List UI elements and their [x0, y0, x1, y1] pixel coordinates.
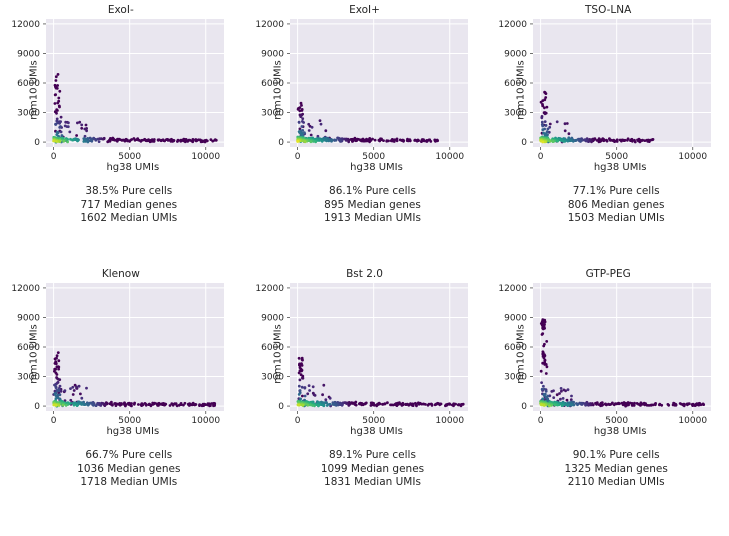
- caption-median-umis: 1831 Median UMIs: [321, 476, 424, 490]
- panel-title: ExoI-: [108, 4, 134, 16]
- plot-area: mm10 UMIs0500010000030006000900012000: [6, 281, 236, 427]
- svg-text:5000: 5000: [606, 152, 629, 162]
- x-axis-label: hg38 UMIs: [350, 426, 403, 437]
- svg-text:10000: 10000: [191, 416, 220, 426]
- scatter-plot: 0500010000030006000900012000: [493, 281, 715, 427]
- svg-text:9000: 9000: [504, 49, 527, 59]
- panel-caption: 89.1% Pure cells1099 Median genes1831 Me…: [321, 449, 424, 490]
- svg-text:0: 0: [294, 416, 300, 426]
- panel-caption: 86.1% Pure cells895 Median genes1913 Med…: [324, 185, 421, 226]
- svg-text:0: 0: [522, 138, 528, 148]
- panel-title: Bst 2.0: [346, 268, 383, 280]
- svg-text:9000: 9000: [17, 49, 40, 59]
- panel-caption: 66.7% Pure cells1036 Median genes1718 Me…: [77, 449, 180, 490]
- svg-text:0: 0: [51, 416, 57, 426]
- svg-text:5000: 5000: [606, 416, 629, 426]
- y-axis-label: mm10 UMIs: [28, 324, 39, 384]
- caption-pure-cells: 66.7% Pure cells: [77, 449, 180, 463]
- panel-caption: 38.5% Pure cells717 Median genes1602 Med…: [80, 185, 177, 226]
- panel-title: GTP-PEG: [586, 268, 631, 280]
- svg-text:0: 0: [278, 138, 284, 148]
- svg-text:10000: 10000: [435, 416, 464, 426]
- caption-median-genes: 1325 Median genes: [565, 463, 668, 477]
- svg-text:12000: 12000: [255, 284, 284, 294]
- plot-area: mm10 UMIs0500010000030006000900012000: [493, 281, 723, 427]
- y-axis-label: mm10 UMIs: [516, 60, 527, 120]
- caption-median-umis: 2110 Median UMIs: [565, 476, 668, 490]
- panel-2: TSO-LNAmm10 UMIs050001000003000600090001…: [493, 4, 723, 262]
- y-axis-label: mm10 UMIs: [272, 60, 283, 120]
- scatter-plot: 0500010000030006000900012000: [6, 17, 228, 163]
- svg-text:9000: 9000: [504, 313, 527, 323]
- plot-area: mm10 UMIs0500010000030006000900012000: [250, 281, 480, 427]
- plot-area: mm10 UMIs0500010000030006000900012000: [6, 17, 236, 163]
- x-axis-label: hg38 UMIs: [594, 426, 647, 437]
- panel-title: ExoI+: [349, 4, 380, 16]
- caption-pure-cells: 38.5% Pure cells: [80, 185, 177, 199]
- svg-text:0: 0: [538, 152, 544, 162]
- svg-text:9000: 9000: [17, 313, 40, 323]
- svg-text:5000: 5000: [362, 152, 385, 162]
- x-axis-label: hg38 UMIs: [106, 426, 159, 437]
- y-axis-label: mm10 UMIs: [272, 324, 283, 384]
- svg-text:0: 0: [278, 402, 284, 412]
- caption-pure-cells: 90.1% Pure cells: [565, 449, 668, 463]
- caption-median-genes: 895 Median genes: [324, 199, 421, 213]
- panel-title: Klenow: [102, 268, 140, 280]
- svg-text:0: 0: [51, 152, 57, 162]
- svg-text:10000: 10000: [679, 416, 708, 426]
- panel-4: Bst 2.0mm10 UMIs050001000003000600090001…: [250, 268, 480, 526]
- panel-5: GTP-PEGmm10 UMIs050001000003000600090001…: [493, 268, 723, 526]
- svg-text:5000: 5000: [118, 152, 141, 162]
- svg-text:0: 0: [522, 402, 528, 412]
- caption-median-umis: 1718 Median UMIs: [77, 476, 180, 490]
- svg-text:10000: 10000: [679, 152, 708, 162]
- panel-0: ExoI-mm10 UMIs05000100000300060009000120…: [6, 4, 236, 262]
- svg-text:9000: 9000: [261, 49, 284, 59]
- caption-median-genes: 717 Median genes: [80, 199, 177, 213]
- caption-median-umis: 1913 Median UMIs: [324, 212, 421, 226]
- svg-text:10000: 10000: [435, 152, 464, 162]
- svg-text:0: 0: [34, 402, 40, 412]
- svg-text:12000: 12000: [499, 284, 528, 294]
- svg-text:5000: 5000: [118, 416, 141, 426]
- x-axis-label: hg38 UMIs: [594, 162, 647, 173]
- caption-pure-cells: 86.1% Pure cells: [324, 185, 421, 199]
- caption-median-genes: 1099 Median genes: [321, 463, 424, 477]
- y-axis-label: mm10 UMIs: [28, 60, 39, 120]
- caption-pure-cells: 77.1% Pure cells: [568, 185, 665, 199]
- caption-median-umis: 1503 Median UMIs: [568, 212, 665, 226]
- plot-area: mm10 UMIs0500010000030006000900012000: [250, 17, 480, 163]
- caption-median-umis: 1602 Median UMIs: [80, 212, 177, 226]
- panel-caption: 90.1% Pure cells1325 Median genes2110 Me…: [565, 449, 668, 490]
- svg-text:0: 0: [538, 416, 544, 426]
- scatter-plot: 0500010000030006000900012000: [6, 281, 228, 427]
- x-axis-label: hg38 UMIs: [350, 162, 403, 173]
- panel-title: TSO-LNA: [585, 4, 631, 16]
- panel-3: Klenowmm10 UMIs0500010000030006000900012…: [6, 268, 236, 526]
- caption-median-genes: 806 Median genes: [568, 199, 665, 213]
- plot-area: mm10 UMIs0500010000030006000900012000: [493, 17, 723, 163]
- y-axis-label: mm10 UMIs: [516, 324, 527, 384]
- caption-median-genes: 1036 Median genes: [77, 463, 180, 477]
- panel-1: ExoI+mm10 UMIs05000100000300060009000120…: [250, 4, 480, 262]
- svg-text:12000: 12000: [255, 20, 284, 30]
- svg-text:0: 0: [294, 152, 300, 162]
- svg-text:0: 0: [34, 138, 40, 148]
- svg-text:12000: 12000: [11, 284, 40, 294]
- caption-pure-cells: 89.1% Pure cells: [321, 449, 424, 463]
- svg-text:9000: 9000: [261, 313, 284, 323]
- svg-text:12000: 12000: [499, 20, 528, 30]
- x-axis-label: hg38 UMIs: [106, 162, 159, 173]
- svg-text:5000: 5000: [362, 416, 385, 426]
- svg-text:10000: 10000: [191, 152, 220, 162]
- scatter-plot: 0500010000030006000900012000: [493, 17, 715, 163]
- svg-text:12000: 12000: [11, 20, 40, 30]
- panel-caption: 77.1% Pure cells806 Median genes1503 Med…: [568, 185, 665, 226]
